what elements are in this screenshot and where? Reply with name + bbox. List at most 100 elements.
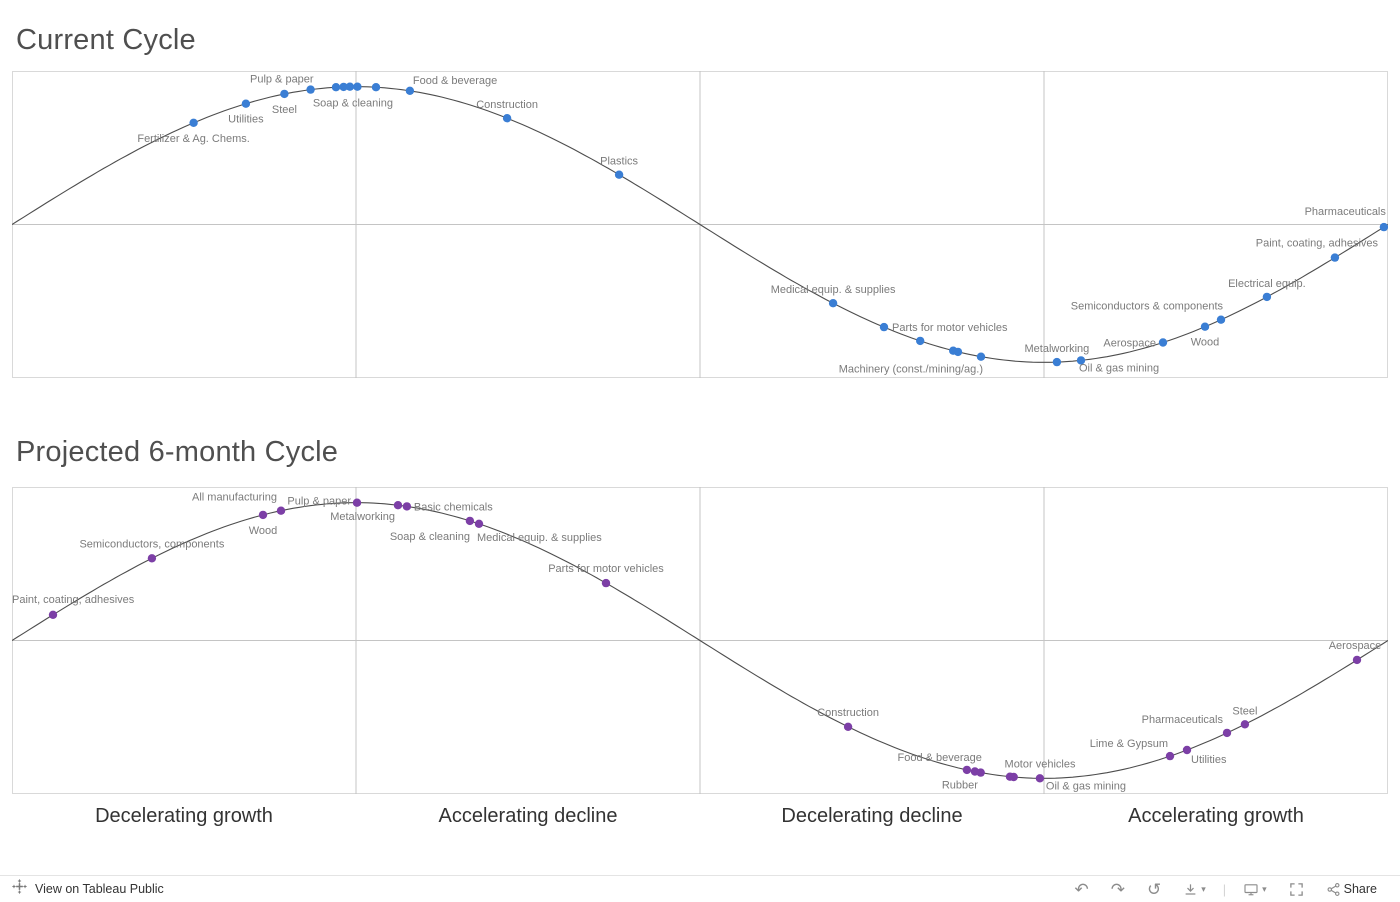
- industry-point[interactable]: [502, 114, 512, 123]
- industry-point[interactable]: [280, 89, 289, 99]
- industry-point[interactable]: [147, 554, 157, 563]
- industry-label: Oil & gas mining: [1079, 362, 1159, 374]
- industry-label: Oil & gas mining: [1046, 780, 1126, 792]
- industry-point[interactable]: [352, 498, 362, 507]
- industry-label: Wood: [249, 525, 278, 537]
- industry-label: Lime & Gypsum: [1090, 738, 1168, 750]
- share-button[interactable]: Share: [1315, 882, 1388, 897]
- industry-point[interactable]: [1076, 356, 1086, 365]
- industry-label: Pulp & paper: [287, 496, 351, 508]
- fullscreen-button[interactable]: [1278, 882, 1315, 897]
- industry-point[interactable]: [345, 82, 355, 91]
- industry-label: All manufacturing: [192, 492, 277, 504]
- industry-label: Rubber: [942, 780, 978, 792]
- industry-point[interactable]: [1182, 745, 1192, 755]
- industry-label: Aerospace: [1329, 640, 1382, 652]
- industry-point[interactable]: [1052, 357, 1062, 367]
- industry-point[interactable]: [1200, 322, 1210, 331]
- industry-point[interactable]: [258, 510, 268, 520]
- industry-point[interactable]: [1262, 292, 1272, 302]
- industry-label: Utilities: [228, 114, 264, 126]
- download-button[interactable]: ▾: [1172, 882, 1217, 897]
- projected-cycle-chart: Paint, coating, adhesives Semiconductors,…: [12, 487, 1388, 794]
- industry-point[interactable]: [1158, 338, 1168, 347]
- industry-point[interactable]: [1216, 315, 1226, 324]
- phase-decelerating-growth: Decelerating growth: [95, 805, 273, 827]
- redo-button[interactable]: ↷: [1100, 881, 1136, 898]
- industry-label: Paint, coating, adhesives: [1256, 238, 1379, 250]
- device-preview-icon: [1243, 882, 1259, 897]
- device-preview-button[interactable]: ▾: [1232, 882, 1278, 897]
- industry-point[interactable]: [976, 768, 985, 777]
- undo-icon: ↶: [1074, 879, 1089, 899]
- industry-point[interactable]: [353, 82, 362, 91]
- industry-label: Steel: [1232, 705, 1257, 717]
- industry-point[interactable]: [393, 501, 403, 510]
- industry-point[interactable]: [614, 170, 624, 179]
- industry-point[interactable]: [976, 352, 986, 361]
- view-on-tableau-public-label: View on Tableau Public: [35, 882, 164, 896]
- phase-accelerating-decline: Accelerating decline: [438, 805, 618, 827]
- industry-point[interactable]: [474, 519, 484, 528]
- industry-point[interactable]: [601, 578, 611, 588]
- industry-label: Paint, coating, adhesives: [12, 594, 135, 606]
- toolbar-actions: ↶ ↷ ↺ ▾ |: [1063, 881, 1388, 898]
- industry-label: Medical equip. & supplies: [477, 532, 602, 544]
- industry-point[interactable]: [405, 86, 415, 95]
- industry-point[interactable]: [962, 765, 972, 775]
- toolbar-separator: |: [1222, 881, 1227, 897]
- industry-point[interactable]: [879, 322, 889, 332]
- industry-point[interactable]: [306, 85, 315, 94]
- industry-point[interactable]: [402, 502, 412, 511]
- industry-label: Plastics: [600, 156, 638, 168]
- industry-point[interactable]: [1379, 222, 1388, 232]
- undo-button[interactable]: ↶: [1063, 881, 1099, 898]
- industry-label: Metalworking: [1024, 343, 1089, 355]
- industry-point[interactable]: [1240, 720, 1250, 729]
- current-cycle-chart: Fertilizer & Ag. Chems. Utilities Steel Pul…: [12, 71, 1388, 378]
- share-icon: [1326, 882, 1341, 897]
- industry-point[interactable]: [339, 82, 348, 92]
- industry-point[interactable]: [828, 299, 838, 308]
- download-icon: [1183, 882, 1198, 897]
- tableau-toolbar: View on Tableau Public ↶ ↷ ↺ ▾ |: [0, 875, 1400, 902]
- industry-point[interactable]: [1222, 728, 1232, 738]
- industry-point[interactable]: [1009, 772, 1018, 782]
- industry-point[interactable]: [331, 83, 341, 92]
- industry-label: Metalworking: [330, 511, 395, 523]
- industry-point[interactable]: [1330, 253, 1340, 262]
- industry-label: Parts for motor vehicles: [892, 322, 1008, 334]
- industry-point[interactable]: [189, 118, 198, 127]
- industry-label: Fertilizer & Ag. Chems.: [137, 133, 249, 145]
- industry-point[interactable]: [241, 99, 251, 108]
- industry-label: Soap & cleaning: [390, 531, 470, 543]
- industry-point[interactable]: [48, 610, 58, 619]
- industry-label: Soap & cleaning: [313, 98, 393, 110]
- industry-label: Semiconductors & components: [1071, 301, 1224, 313]
- industry-point[interactable]: [1352, 655, 1362, 665]
- view-on-tableau-public-link[interactable]: View on Tableau Public: [12, 879, 164, 899]
- cycle-curve: [12, 86, 1388, 363]
- download-caret-icon: ▾: [1201, 883, 1206, 894]
- industry-label: Electrical equip.: [1228, 278, 1306, 290]
- industry-label: Steel: [272, 104, 297, 116]
- phase-accelerating-growth: Accelerating growth: [1128, 805, 1304, 827]
- industry-point[interactable]: [953, 347, 963, 357]
- industry-point[interactable]: [916, 336, 925, 346]
- industry-point[interactable]: [276, 506, 286, 515]
- industry-label: Pulp & paper: [250, 74, 314, 86]
- industry-label: Pharmaceuticals: [1305, 206, 1387, 218]
- industry-point[interactable]: [843, 722, 853, 731]
- industry-label: Aerospace: [1103, 338, 1156, 350]
- industry-point[interactable]: [371, 83, 381, 92]
- industry-point[interactable]: [465, 516, 475, 526]
- industry-label: Parts for motor vehicles: [548, 563, 664, 575]
- industry-label: Utilities: [1191, 754, 1227, 766]
- industry-point[interactable]: [1035, 774, 1045, 783]
- replay-button[interactable]: ↺: [1136, 881, 1172, 898]
- phase-decelerating-decline: Decelerating decline: [781, 805, 963, 827]
- industry-label: Construction: [476, 99, 538, 111]
- replay-icon: ↺: [1146, 879, 1162, 899]
- industry-point[interactable]: [1165, 751, 1175, 761]
